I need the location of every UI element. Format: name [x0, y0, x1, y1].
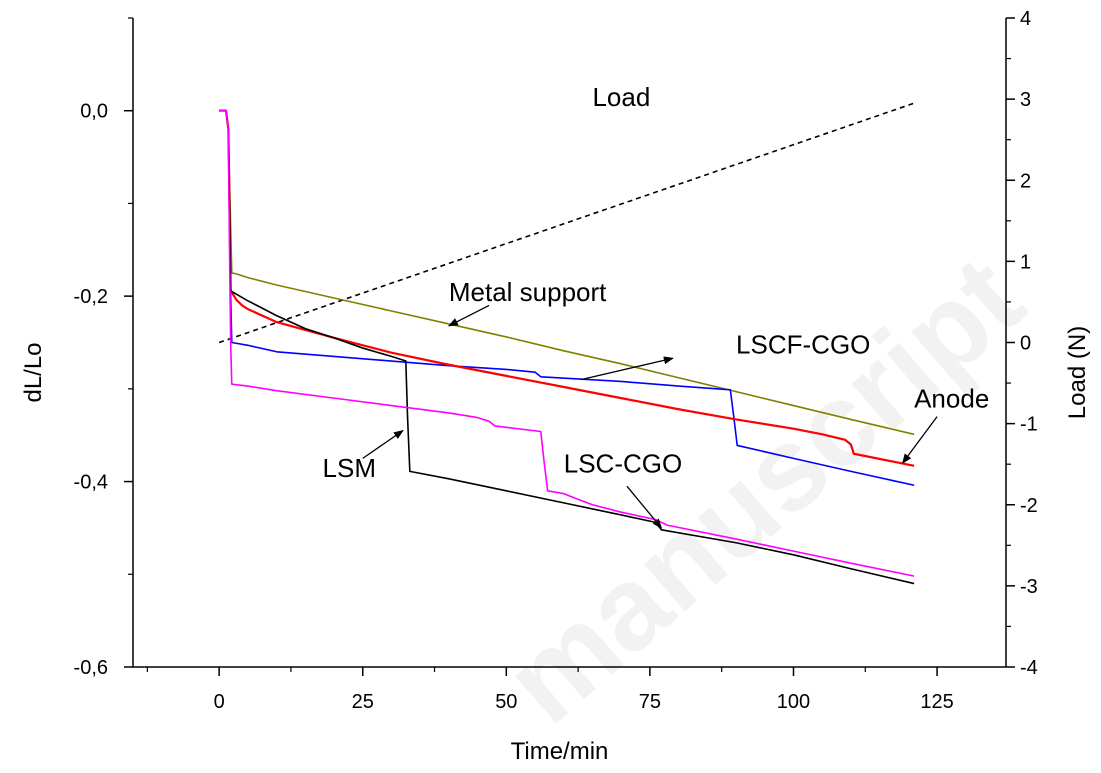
y-tick-label: 0,0	[80, 101, 108, 123]
annotation-lscf-cgo: LSCF-CGO	[736, 330, 870, 360]
x-tick-label: 75	[639, 691, 661, 713]
y-tick-label: -0,4	[74, 472, 108, 494]
y-tick-label: -0,2	[74, 286, 108, 308]
y2-tick-label: -4	[1020, 657, 1038, 679]
x-tick-label: 125	[920, 691, 953, 713]
x-tick-label: 25	[352, 691, 374, 713]
annotation-arrow-lscf-cgo	[580, 356, 674, 381]
y2-tick-label: -1	[1020, 414, 1038, 436]
annotation-lsc-cgo: LSC-CGO	[564, 448, 682, 478]
y2-tick-label: -2	[1020, 495, 1038, 517]
watermark-text: manuscript	[480, 231, 1047, 748]
annotation-load: Load	[592, 82, 650, 112]
series-line-lsc-cgo	[219, 109, 915, 577]
y2-tick-label: 4	[1020, 8, 1031, 30]
y2-tick-label: 2	[1020, 170, 1031, 192]
y2-tick-label: 0	[1020, 333, 1031, 355]
y2-tick-label: 3	[1020, 89, 1031, 111]
y2-tick-label: -3	[1020, 576, 1038, 598]
x-tick-label: 50	[495, 691, 517, 713]
y-axis-label: dL/Lo	[20, 342, 47, 402]
y-tick-label: -0,6	[74, 657, 108, 679]
annotation-arrow-metal-support	[447, 304, 490, 327]
x-axis-label: Time/min	[511, 738, 609, 765]
annotation-arrow-lsm	[362, 430, 404, 459]
annotation-metal-support: Metal support	[449, 277, 607, 307]
annotation-arrow-anode	[902, 416, 938, 464]
x-tick-label: 100	[777, 691, 810, 713]
y2-axis-label: Load (N)	[1064, 326, 1091, 419]
x-tick-label: 0	[214, 691, 225, 713]
annotation-anode: Anode	[914, 383, 989, 413]
y2-tick-label: 1	[1020, 251, 1031, 273]
series-line-load	[218, 102, 915, 344]
annotation-lsm: LSM	[323, 453, 376, 483]
annotation-arrow-lsc-cgo	[626, 485, 663, 529]
